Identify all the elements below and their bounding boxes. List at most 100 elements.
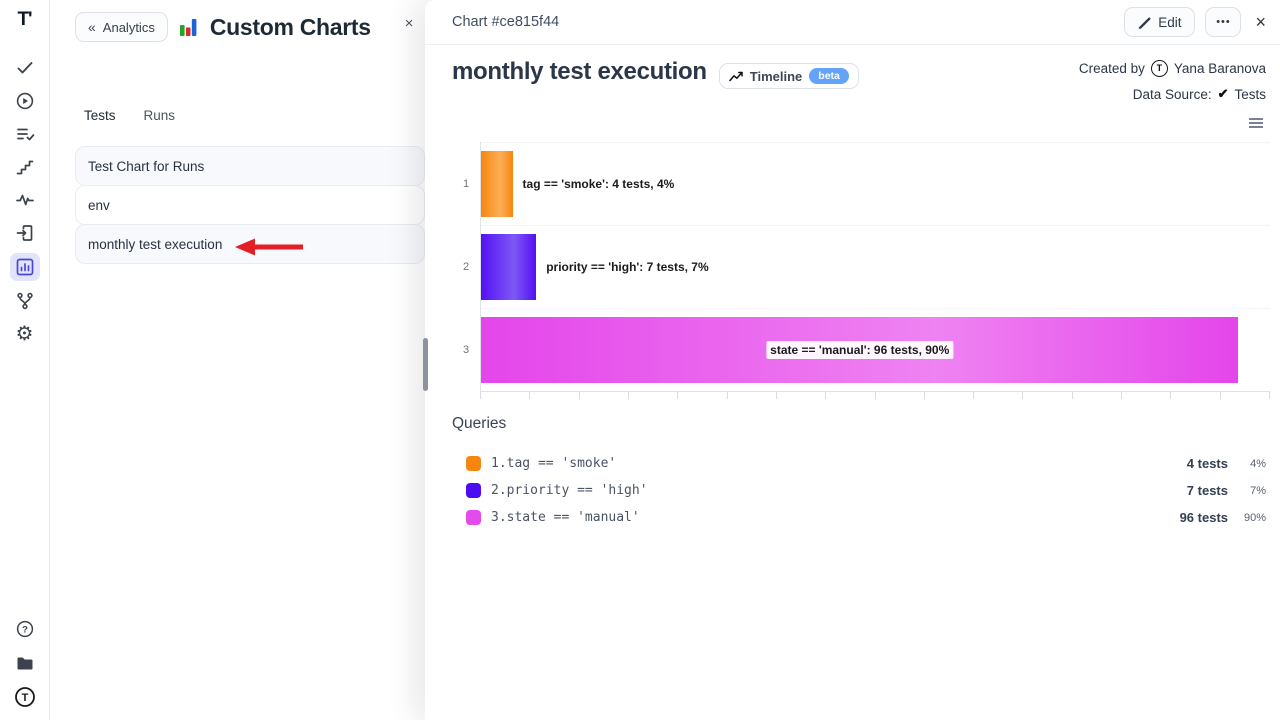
- list-item-test-chart-for-runs[interactable]: Test Chart for Runs: [75, 146, 425, 186]
- x-axis-tick: [1170, 392, 1172, 399]
- query-text: 3.state == 'manual': [491, 510, 640, 525]
- query-percent: 4%: [1250, 457, 1266, 470]
- analytics-back-button[interactable]: « Analytics: [75, 12, 168, 42]
- timeline-label: Timeline: [749, 68, 803, 84]
- query-tests-count: 96 tests: [1179, 510, 1228, 525]
- svg-text:?: ?: [22, 625, 28, 636]
- milestones-stairs-icon[interactable]: [10, 154, 40, 180]
- x-axis-tick: [578, 392, 580, 399]
- bar-data-label: priority == 'high': 7 tests, 7%: [542, 258, 713, 276]
- chart-row: state == 'manual': 96 tests, 90%: [481, 308, 1270, 392]
- custom-charts-panel: « Analytics Custom Charts × Tests Runs T…: [50, 0, 425, 720]
- more-options-button[interactable]: •••: [1205, 7, 1242, 37]
- trending-up-icon: [729, 71, 743, 81]
- plans-list-check-icon[interactable]: [10, 121, 40, 147]
- double-chevron-left-icon: «: [88, 19, 96, 35]
- x-axis-tick: [1071, 392, 1073, 399]
- chart-title: monthly test execution: [452, 58, 707, 85]
- icon-sidebar: T' ⚙ ?: [0, 0, 50, 720]
- chart-id-title: Chart #ce815f44: [452, 14, 560, 30]
- x-axis-tick: [775, 392, 777, 399]
- chart-row: priority == 'high': 7 tests, 7%: [481, 225, 1270, 308]
- scrollbar-thumb[interactable]: [423, 338, 428, 391]
- queries-section: Queries 1.tag == 'smoke' 4 tests 4% 2.pr…: [452, 415, 1266, 531]
- tab-tests[interactable]: Tests: [84, 108, 116, 123]
- query-text: 2.priority == 'high': [491, 483, 648, 498]
- x-axis-tick: [627, 392, 629, 399]
- creator-name: Yana Baranova: [1173, 60, 1266, 76]
- chart-title-row: monthly test execution Timeline beta Cre…: [452, 58, 1266, 104]
- bar-series-2[interactable]: [481, 234, 537, 300]
- tab-runs[interactable]: Runs: [143, 108, 176, 123]
- bar-series-1[interactable]: [481, 151, 513, 217]
- x-axis-tick: [825, 392, 827, 399]
- pulse-activity-icon[interactable]: [10, 187, 40, 213]
- x-axis-tick: [726, 392, 728, 399]
- projects-folder-icon[interactable]: [10, 650, 40, 676]
- x-axis-tick: [480, 392, 481, 399]
- bar-data-label: state == 'manual': 96 tests, 90%: [766, 341, 954, 359]
- pencil-icon: [1138, 16, 1151, 29]
- x-axis-tick: [973, 392, 975, 399]
- edit-button[interactable]: Edit: [1124, 7, 1196, 37]
- y-axis-labels: 1 2 3: [452, 142, 480, 392]
- list-item-env[interactable]: env: [75, 185, 425, 225]
- query-row: 3.state == 'manual' 96 tests 90%: [452, 504, 1266, 531]
- account-logo-badge-icon[interactable]: T: [10, 684, 40, 710]
- import-icon[interactable]: [10, 220, 40, 246]
- query-color-swatch: [466, 456, 481, 471]
- chart-meta: Created by T Yana Baranova Data Source: …: [1079, 58, 1266, 104]
- created-by-label: Created by: [1078, 60, 1145, 76]
- category-label: 2: [462, 260, 470, 273]
- x-axis-tick: [677, 392, 679, 399]
- chart-row: tag == 'smoke': 4 tests, 4%: [481, 142, 1270, 225]
- timeline-bar-chart: 1 2 3 tag == 'smoke': 4 tests, 4% priority …: [452, 140, 1270, 408]
- query-row: 2.priority == 'high' 7 tests 7%: [452, 477, 1266, 504]
- branch-icon[interactable]: [10, 288, 40, 314]
- x-axis-tick: [874, 392, 876, 399]
- data-source-label: Data Source:: [1132, 86, 1212, 102]
- x-axis-tick: [529, 392, 531, 399]
- tabs: Tests Runs: [84, 108, 175, 123]
- x-axis: [480, 392, 1270, 408]
- tests-checkmark-icon[interactable]: [10, 55, 40, 81]
- x-axis-tick: [1022, 392, 1024, 399]
- analytics-chart-icon[interactable]: [9, 253, 40, 281]
- query-percent: 7%: [1250, 484, 1266, 497]
- x-axis-tick: [1269, 392, 1270, 399]
- query-text: 1.tag == 'smoke': [491, 456, 617, 471]
- category-label: 3: [462, 344, 470, 357]
- check-icon: ✔: [1217, 86, 1229, 101]
- drawer-header: Chart #ce815f44 Edit ••• ×: [425, 0, 1280, 45]
- gear-icon[interactable]: ⚙: [15, 323, 34, 345]
- page-title: Custom Charts: [209, 13, 371, 40]
- query-tests-count: 7 tests: [1186, 483, 1228, 498]
- panel-close-button[interactable]: ×: [395, 10, 423, 36]
- creator-avatar: T: [1150, 59, 1168, 77]
- red-annotation-arrow: [235, 238, 303, 256]
- x-axis-tick: [1121, 392, 1123, 399]
- query-row: 1.tag == 'smoke' 4 tests 4%: [452, 450, 1266, 477]
- beta-badge: beta: [809, 68, 849, 84]
- svg-text:T: T: [21, 692, 28, 704]
- app-logo-icon[interactable]: T': [17, 9, 32, 30]
- chart-list: Test Chart for Runs env monthly test exe…: [75, 146, 425, 264]
- chart-detail-drawer: Chart #ce815f44 Edit ••• × monthly test …: [425, 0, 1280, 720]
- runs-play-circle-icon[interactable]: [10, 88, 40, 114]
- query-percent: 90%: [1243, 511, 1266, 524]
- bar-data-label: tag == 'smoke': 4 tests, 4%: [518, 175, 679, 193]
- back-button-label: Analytics: [102, 19, 155, 35]
- bar-chart-emoji-icon: [179, 19, 197, 36]
- edit-button-label: Edit: [1158, 14, 1182, 30]
- queries-heading: Queries: [452, 415, 507, 432]
- drawer-close-button[interactable]: ×: [1255, 11, 1266, 32]
- custom-charts-header: « Analytics Custom Charts: [50, 0, 425, 46]
- x-axis-tick: [1219, 392, 1221, 399]
- help-icon[interactable]: ?: [10, 616, 40, 642]
- category-label: 1: [462, 177, 470, 190]
- query-tests-count: 4 tests: [1186, 456, 1228, 471]
- chart-menu-hamburger-icon[interactable]: [1248, 117, 1264, 129]
- timeline-button[interactable]: Timeline beta: [718, 63, 859, 89]
- plot-area: tag == 'smoke': 4 tests, 4% priority == '…: [480, 142, 1270, 392]
- query-color-swatch: [466, 483, 481, 498]
